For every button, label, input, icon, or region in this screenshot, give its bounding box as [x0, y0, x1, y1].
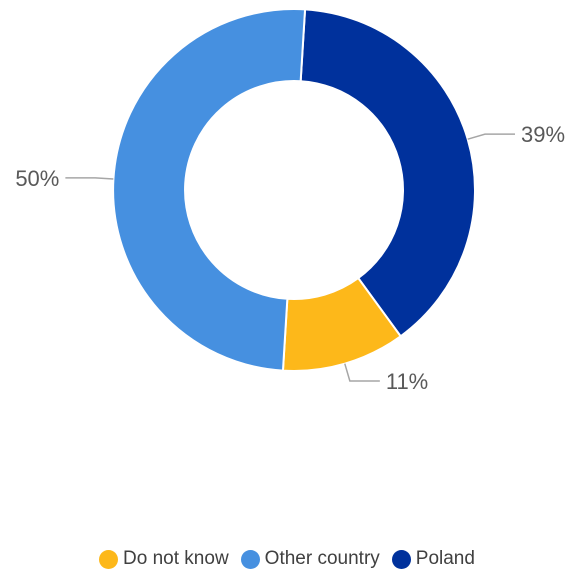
legend-item-poland: Poland: [391, 548, 475, 570]
chart-leader-lines: [65, 133, 516, 382]
legend-item-other-country: Other country: [240, 548, 380, 570]
legend-swatch-do-not-know: [99, 549, 119, 569]
slice-poland: [299, 8, 476, 338]
leader-line-other-country: [65, 177, 114, 180]
data-label-do-not-know: 11%: [386, 369, 428, 394]
donut-chart: 39% 11% 50%: [15, 8, 565, 394]
legend-label-do-not-know: Do not know: [123, 548, 229, 569]
leader-line-do-not-know: [344, 363, 380, 382]
legend-swatch-other-country: [240, 549, 260, 569]
data-label-poland: 39%: [521, 122, 565, 147]
chart-data-labels: 39% 11% 50%: [15, 122, 565, 394]
chart-slices: [112, 8, 476, 372]
chart-legend: Do not know Other country Poland: [0, 548, 574, 570]
legend-label-other-country: Other country: [264, 548, 380, 569]
legend-label-poland: Poland: [415, 548, 475, 569]
legend-item-do-not-know: Do not know: [99, 548, 229, 570]
slice-other-country: [112, 8, 307, 372]
data-label-other-country: 50%: [15, 166, 59, 191]
legend-swatch-poland: [391, 549, 411, 569]
leader-line-poland: [467, 133, 516, 140]
